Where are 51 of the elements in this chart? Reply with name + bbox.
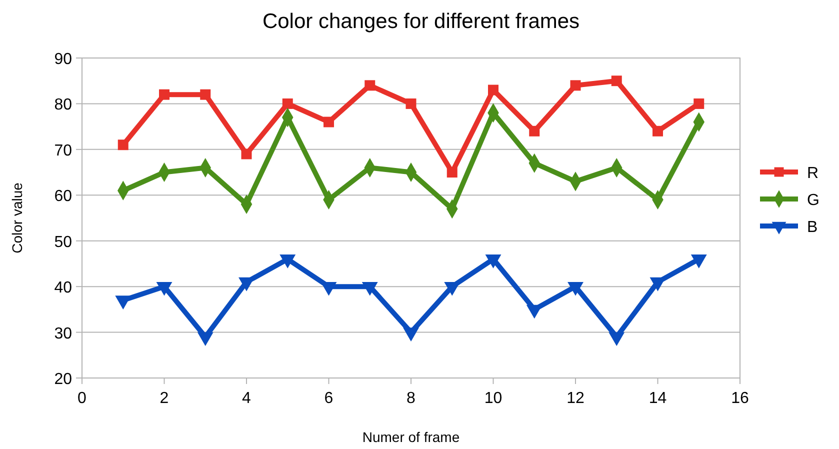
x-tick-label: 6: [324, 390, 334, 407]
y-tick-label: 90: [54, 51, 72, 68]
point: [568, 282, 584, 296]
x-tick-label: 4: [242, 390, 252, 407]
legend-label: G: [807, 192, 820, 209]
point: [529, 126, 540, 136]
point: [280, 254, 296, 268]
x-tick-label: 10: [484, 390, 502, 407]
y-tick-label: 80: [54, 96, 72, 114]
point: [118, 140, 128, 150]
point: [444, 282, 460, 296]
x-tick-label: 2: [160, 390, 169, 407]
legend-label: R: [807, 165, 819, 182]
point: [362, 282, 378, 296]
point: [197, 332, 214, 346]
point: [570, 80, 581, 91]
point: [156, 282, 172, 296]
y-tick-label: 30: [54, 325, 72, 342]
point: [403, 328, 419, 342]
y-axis-title: Color value: [9, 182, 25, 254]
point: [200, 89, 211, 100]
point: [485, 254, 502, 268]
point: [611, 76, 622, 86]
y-tick-label: 60: [54, 188, 72, 206]
chart-title: Color changes for different frames: [262, 10, 580, 33]
point: [320, 282, 337, 296]
legend-label: B: [807, 219, 818, 236]
point: [241, 148, 252, 160]
x-axis-title: Numer of frame: [362, 429, 460, 445]
point: [406, 98, 416, 109]
x-tick-label: 14: [648, 390, 667, 407]
point: [159, 89, 170, 100]
y-tick-label: 50: [54, 234, 72, 251]
point: [608, 332, 625, 346]
point: [690, 254, 707, 268]
point: [282, 98, 293, 109]
point: [694, 98, 704, 109]
y-tick-label: 70: [54, 142, 72, 160]
point: [446, 167, 458, 178]
point: [652, 126, 663, 136]
x-tick-label: 8: [406, 390, 416, 407]
y-tick-label: 20: [54, 371, 72, 388]
point: [364, 80, 376, 91]
point: [238, 277, 254, 292]
point: [115, 296, 132, 310]
y-tick-label: 40: [54, 280, 72, 297]
x-tick-label: 0: [78, 390, 87, 407]
point: [324, 116, 334, 128]
x-tick-label: 16: [731, 390, 749, 407]
x-tick-label: 12: [566, 390, 584, 407]
point: [488, 84, 498, 96]
